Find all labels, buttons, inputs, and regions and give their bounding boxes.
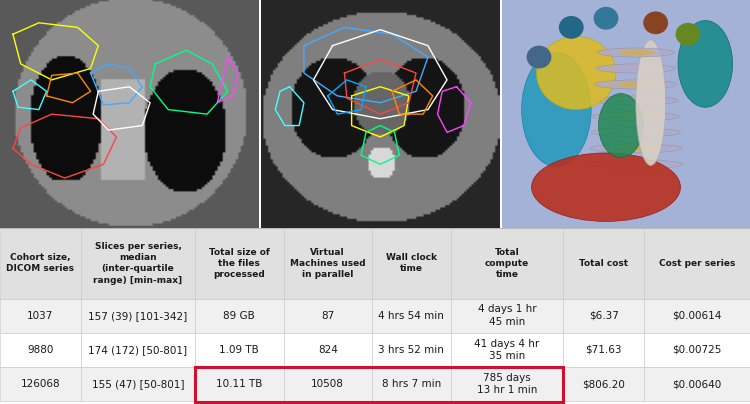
Text: Cohort size,
DICOM series: Cohort size, DICOM series <box>7 253 74 274</box>
Text: 157 (39) [101-342]: 157 (39) [101-342] <box>88 311 188 321</box>
Bar <box>284 333 372 367</box>
Ellipse shape <box>614 114 658 119</box>
Text: 3 hrs 52 min: 3 hrs 52 min <box>379 345 444 355</box>
Ellipse shape <box>593 7 619 29</box>
Ellipse shape <box>526 46 551 68</box>
Text: 41 days 4 hr
35 min: 41 days 4 hr 35 min <box>474 339 540 361</box>
Text: Total cost: Total cost <box>579 259 628 268</box>
Text: $806.20: $806.20 <box>582 379 626 389</box>
Text: Total
compute
time: Total compute time <box>484 248 530 279</box>
Ellipse shape <box>616 50 655 55</box>
Bar <box>195 333 284 367</box>
Text: 4 hrs 54 min: 4 hrs 54 min <box>379 311 444 321</box>
Bar <box>372 228 451 299</box>
Ellipse shape <box>644 11 668 34</box>
Bar <box>451 367 563 401</box>
Ellipse shape <box>590 144 682 153</box>
Ellipse shape <box>559 16 584 39</box>
Text: 1037: 1037 <box>27 311 54 321</box>
Ellipse shape <box>532 153 680 221</box>
Text: $71.63: $71.63 <box>586 345 622 355</box>
Ellipse shape <box>676 23 700 46</box>
Bar <box>0 367 81 401</box>
Bar <box>0 228 81 299</box>
Bar <box>0 299 81 333</box>
Ellipse shape <box>593 96 678 105</box>
Ellipse shape <box>595 80 676 89</box>
Text: 87: 87 <box>321 311 334 321</box>
Text: Slices per series,
median
(inter-quartile
range) [min-max]: Slices per series, median (inter-quartil… <box>94 242 182 284</box>
Text: 155 (47) [50-801]: 155 (47) [50-801] <box>92 379 184 389</box>
Text: Total size of
the files
processed: Total size of the files processed <box>209 248 270 279</box>
Bar <box>0 333 81 367</box>
Text: 9880: 9880 <box>27 345 54 355</box>
Bar <box>451 228 563 299</box>
Bar <box>372 299 451 333</box>
Ellipse shape <box>589 160 683 169</box>
Text: 785 days
13 hr 1 min: 785 days 13 hr 1 min <box>477 373 537 396</box>
Text: Wall clock
time: Wall clock time <box>386 253 436 274</box>
Ellipse shape <box>536 36 616 109</box>
Bar <box>451 333 563 367</box>
Bar <box>451 299 563 333</box>
Text: $0.00640: $0.00640 <box>673 379 722 389</box>
Text: 174 (172) [50-801]: 174 (172) [50-801] <box>88 345 188 355</box>
Bar <box>372 333 451 367</box>
Bar <box>284 228 372 299</box>
Bar <box>284 367 372 401</box>
Text: 126068: 126068 <box>21 379 60 389</box>
Text: 4 days 1 hr
45 min: 4 days 1 hr 45 min <box>478 305 536 327</box>
Ellipse shape <box>615 82 656 87</box>
Ellipse shape <box>598 94 644 158</box>
Text: 8 hrs 7 min: 8 hrs 7 min <box>382 379 441 389</box>
Bar <box>563 367 644 401</box>
Text: 89 GB: 89 GB <box>224 311 255 321</box>
Bar <box>372 367 451 401</box>
Text: $0.00614: $0.00614 <box>673 311 722 321</box>
Ellipse shape <box>636 40 665 166</box>
Text: 10508: 10508 <box>311 379 344 389</box>
Bar <box>81 367 195 401</box>
Ellipse shape <box>596 64 676 73</box>
Bar <box>563 228 644 299</box>
Bar <box>195 367 284 401</box>
Ellipse shape <box>678 21 733 107</box>
Bar <box>563 299 644 333</box>
Bar <box>195 299 284 333</box>
Bar <box>284 299 372 333</box>
Text: $0.00725: $0.00725 <box>673 345 722 355</box>
Bar <box>81 333 195 367</box>
Ellipse shape <box>521 53 591 166</box>
Bar <box>644 333 750 367</box>
Bar <box>644 367 750 401</box>
Bar <box>644 299 750 333</box>
Ellipse shape <box>592 112 680 121</box>
Text: Cost per series: Cost per series <box>659 259 735 268</box>
Text: 824: 824 <box>318 345 338 355</box>
Bar <box>81 228 195 299</box>
Text: $6.37: $6.37 <box>589 311 619 321</box>
Ellipse shape <box>613 145 658 151</box>
Bar <box>81 299 195 333</box>
Text: 10.11 TB: 10.11 TB <box>216 379 262 389</box>
Bar <box>563 333 644 367</box>
Bar <box>195 228 284 299</box>
Ellipse shape <box>597 48 674 57</box>
Ellipse shape <box>591 128 680 137</box>
Text: Virtual
Machines used
in parallel: Virtual Machines used in parallel <box>290 248 365 279</box>
Bar <box>644 228 750 299</box>
Bar <box>195 366 563 402</box>
Text: 1.09 TB: 1.09 TB <box>219 345 260 355</box>
